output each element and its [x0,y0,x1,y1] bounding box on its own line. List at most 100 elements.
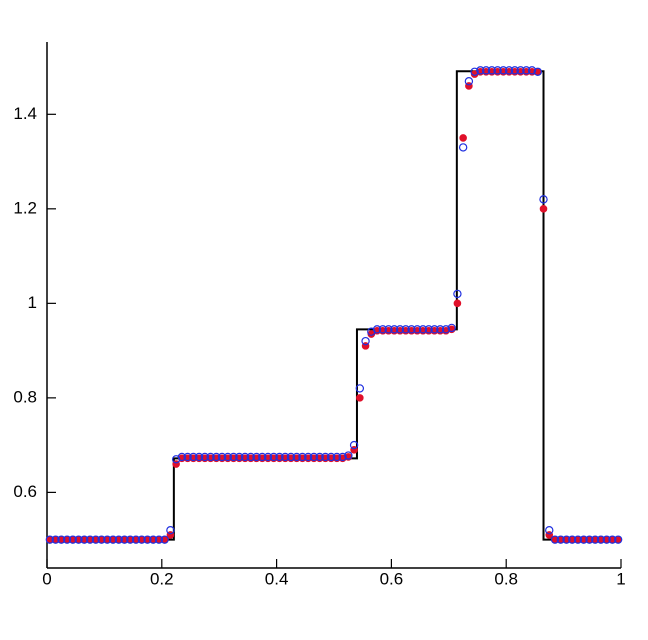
point [246,452,255,462]
x-tick-label: 0.6 [380,569,404,588]
point [258,452,267,462]
point [590,535,600,544]
point [539,195,548,204]
point [390,325,399,334]
point [435,325,445,334]
point [613,535,623,544]
point [137,535,146,544]
point [585,535,594,544]
point [608,535,617,544]
point [356,394,364,402]
point [573,535,583,544]
point [126,535,135,544]
x-tick-label: 0.4 [265,569,289,588]
point [154,535,164,544]
point [453,299,462,308]
point [550,535,560,544]
point [464,77,474,86]
point [556,535,565,544]
point [229,452,238,462]
point [338,452,347,462]
point [499,66,508,75]
point [286,452,296,462]
point [189,452,198,462]
x-tick-label: 0.2 [150,569,174,588]
point [453,289,462,299]
point [269,452,278,462]
point [160,535,169,544]
point [177,452,187,462]
point [596,535,606,544]
point [418,325,428,334]
y-tick-label: 1 [28,293,37,312]
point [378,325,387,334]
point [217,452,227,462]
point [303,452,313,462]
point [309,452,319,462]
point [470,67,479,76]
point [372,325,382,334]
point [183,452,192,462]
point [533,67,542,76]
point [504,66,514,75]
point [447,323,456,333]
point [292,452,301,462]
point [527,66,537,75]
point [545,525,554,535]
point [120,535,129,544]
point [522,66,531,75]
point [476,66,485,75]
y-tick-label: 1.4 [13,104,37,123]
point [481,66,491,75]
point [539,205,548,213]
point [458,143,468,152]
point [326,452,336,462]
point [568,535,577,544]
point [510,66,520,75]
point [332,452,342,462]
y-tick-label: 1.2 [13,198,37,217]
exact-line [47,70,621,541]
point [148,535,158,544]
point [424,325,433,334]
point [212,452,221,462]
point [487,66,497,75]
point [401,325,410,334]
point [516,66,525,75]
point [384,325,393,334]
point [166,525,175,535]
point [74,535,83,544]
point [459,134,467,142]
point [57,535,66,544]
point [263,452,273,462]
point [395,325,405,334]
point [321,452,330,462]
point [131,535,141,544]
point [315,452,324,462]
point [562,535,571,544]
point [143,535,152,544]
y-tick-label: 0.6 [13,482,37,501]
point [430,325,439,334]
point [108,535,118,544]
point [45,535,55,544]
point [85,535,95,544]
point [493,66,502,75]
point [252,452,261,462]
point [298,452,307,462]
point [80,535,89,544]
point [103,535,112,544]
point [281,452,290,462]
y-tick-label: 0.8 [13,387,37,406]
x-tick-label: 1 [616,569,625,588]
point [441,325,451,334]
point [51,535,60,544]
x-tick-label: 0 [42,569,51,588]
point [114,535,123,544]
point [97,535,106,544]
point [275,452,284,462]
point [407,325,416,334]
x-tick-label: 0.8 [494,569,518,588]
